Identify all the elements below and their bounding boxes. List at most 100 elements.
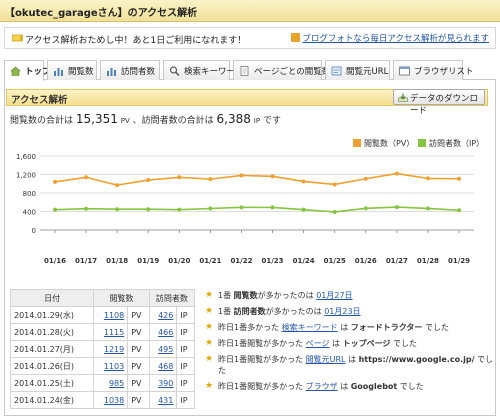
- y-tick-label: 0: [32, 227, 36, 235]
- row-ip-link[interactable]: 495: [158, 344, 174, 354]
- row-pv: 1108: [93, 306, 129, 324]
- row-ip-link[interactable]: 468: [158, 361, 174, 371]
- row-pv: 1219: [93, 340, 129, 358]
- tab-pageviews[interactable]: 閲覧数: [47, 60, 97, 80]
- data-point: [146, 178, 151, 183]
- window-title-bar: 【okutec_garageさん】のアクセス解析: [0, 0, 500, 22]
- x-tick-label: 01/27: [386, 257, 408, 265]
- row-pv: 1038: [93, 391, 129, 409]
- insight-link[interactable]: 01月27日: [316, 291, 353, 300]
- tab-page-views-per-page[interactable]: ページごとの閲覧数: [233, 60, 330, 80]
- row-ip-link[interactable]: 466: [158, 327, 174, 337]
- table-header-row: 日付 閲覧数 訪問者数: [9, 289, 196, 307]
- row-pv-link[interactable]: 1115: [103, 327, 125, 337]
- photo-icon: [291, 33, 301, 42]
- table-row: 2014.01.27(月) 1219 PV 495 IP: [9, 340, 195, 358]
- row-ip-link[interactable]: 426: [158, 310, 174, 320]
- pv-total-unit: PV: [120, 117, 130, 125]
- data-point: [115, 207, 120, 212]
- data-point: [53, 207, 57, 212]
- star-icon: ★: [205, 290, 214, 300]
- y-tick-label: 400: [23, 209, 36, 217]
- section-title: アクセス解析: [11, 95, 68, 106]
- data-point: [394, 171, 399, 176]
- row-pv-unit: PV: [127, 306, 150, 324]
- col-date-header: 日付: [9, 289, 95, 307]
- data-point: [146, 207, 151, 212]
- row-ip: 468: [148, 357, 178, 375]
- insight-prefix: 昨日1番閲覧が多かった: [218, 339, 304, 348]
- x-tick-label: 01/28: [417, 257, 439, 265]
- insight-link[interactable]: 01月23日: [324, 307, 361, 316]
- tab-page-views-per-page-label: ページごとの閲覧数: [254, 67, 331, 77]
- row-date: 2014.01.25(土): [9, 374, 95, 392]
- y-tick-label: 800: [23, 190, 36, 198]
- upgrade-link[interactable]: ブログフォトなら毎日アクセス解析が見られます: [291, 32, 489, 44]
- x-tick-label: 01/18: [106, 257, 128, 265]
- download-data-button[interactable]: データのダウンロード: [393, 89, 485, 116]
- row-pv-unit: PV: [127, 323, 150, 341]
- insight-suffix: でした: [392, 339, 417, 348]
- ip-total-unit: IP: [253, 117, 261, 125]
- insight-link[interactable]: ブラウザ: [305, 382, 338, 391]
- pv-total-value: 15,351: [75, 112, 118, 126]
- insight-link[interactable]: 検索キーワード: [281, 323, 338, 332]
- tab-bar: トップ 閲覧数 訪問者数 検索キーワード ページごとの閲覧数 閲覧元URL ブラ…: [4, 60, 496, 81]
- tab-search-keywords[interactable]: 検索キーワード: [163, 60, 244, 80]
- totals-suffix: です: [262, 116, 281, 126]
- home-icon: [10, 66, 21, 76]
- insight-prefix: 1番: [218, 307, 232, 316]
- access-line-chart: 閲覧数（PV） 訪問者数（IP） 1,600 1,200 800 400 0 01/16 01/…: [16, 138, 484, 265]
- row-date: 2014.01.27(月): [9, 340, 95, 358]
- download-data-label: データのダウンロード: [410, 94, 479, 116]
- row-pv-unit: PV: [127, 340, 150, 358]
- data-point: [394, 205, 399, 210]
- table-row: 2014.01.26(日) 1103 PV 468 IP: [9, 357, 195, 375]
- row-ip-unit: IP: [176, 374, 195, 392]
- insight-link[interactable]: ページ: [305, 339, 330, 348]
- row-pv-link[interactable]: 1219: [103, 344, 125, 354]
- legend-swatch: [353, 139, 361, 147]
- data-point: [84, 206, 89, 211]
- data-point: [363, 206, 368, 211]
- row-ip: 466: [148, 323, 178, 341]
- tab-referrer-url[interactable]: 閲覧元URL: [325, 60, 390, 80]
- data-point: [239, 173, 244, 178]
- x-tick-label: 01/21: [199, 257, 221, 265]
- data-point: [115, 183, 120, 188]
- tab-referrer-url-label: 閲覧元URL: [346, 67, 389, 77]
- row-pv-link[interactable]: 1038: [103, 395, 125, 405]
- row-pv-link[interactable]: 1103: [103, 361, 125, 371]
- row-pv-link[interactable]: 985: [108, 378, 125, 388]
- star-icon: ★: [205, 338, 214, 348]
- data-point: [457, 176, 461, 181]
- ip-total-value: 6,388: [216, 112, 251, 126]
- row-pv-unit: PV: [127, 374, 150, 392]
- row-ip-unit: IP: [176, 357, 195, 375]
- insight-prefix: 1番: [218, 291, 232, 300]
- row-ip-link[interactable]: 431: [158, 395, 174, 405]
- data-point: [301, 207, 306, 212]
- row-ip-link[interactable]: 390: [158, 378, 174, 388]
- trial-message: アクセス解析おためし中！あと1日ご利用になれます！: [25, 36, 247, 46]
- row-pv-link[interactable]: 1108: [103, 310, 125, 320]
- insight-prefix: 昨日1番多かった: [218, 323, 280, 332]
- star-icon: ★: [205, 306, 214, 316]
- tab-pageviews-label: 閲覧数: [68, 67, 94, 77]
- tab-top[interactable]: トップ: [4, 60, 51, 81]
- upgrade-link-text[interactable]: ブログフォトなら毎日アクセス解析が見られます: [302, 34, 489, 44]
- tab-search-keywords-label: 検索キーワード: [184, 67, 244, 77]
- tab-visitors[interactable]: 訪問者数: [100, 60, 160, 80]
- page-icon: [240, 66, 249, 76]
- legend-label: 閲覧数（PV）: [364, 138, 414, 148]
- daily-stats-table: 日付 閲覧数 訪問者数 2014.01.29(水) 1108 PV 426 IP 2014…: [9, 289, 196, 409]
- data-point: [239, 205, 244, 210]
- data-point: [270, 174, 275, 179]
- tab-browser-list[interactable]: ブラウザリスト: [393, 60, 474, 80]
- row-pv-unit: PV: [127, 391, 150, 409]
- data-point: [332, 182, 337, 187]
- row-ip-unit: IP: [176, 340, 195, 358]
- row-ip-unit: IP: [176, 323, 195, 341]
- insight-link[interactable]: 閲覧元URL: [305, 355, 346, 364]
- insight-metric: 閲覧数: [233, 291, 258, 300]
